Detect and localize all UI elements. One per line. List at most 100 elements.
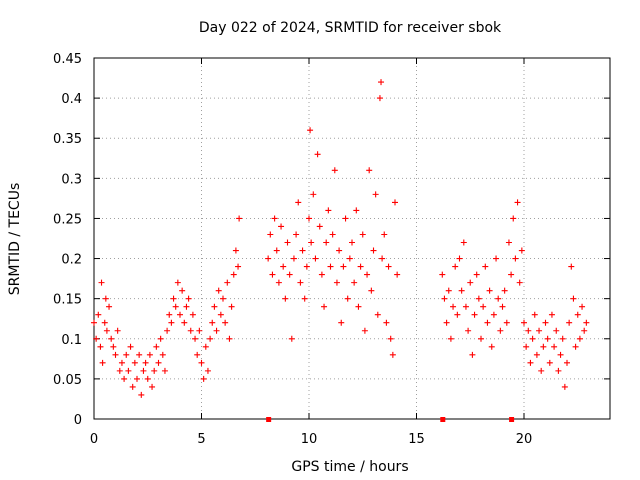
- data-point: [349, 239, 355, 246]
- data-point: [312, 255, 319, 262]
- data-point: [456, 255, 463, 262]
- data-point: [351, 279, 358, 286]
- data-point: [189, 311, 196, 318]
- data-point: [97, 343, 104, 350]
- data-point: [561, 383, 568, 390]
- data-point: [211, 303, 218, 310]
- data-point: [465, 327, 472, 334]
- data-point: [576, 335, 583, 342]
- data-point: [192, 335, 199, 342]
- y-tick-label: 0.15: [53, 293, 82, 308]
- data-point: [495, 295, 502, 302]
- x-tick-label: 10: [301, 432, 318, 447]
- data-point: [102, 295, 109, 302]
- y-tick-label: 0: [74, 413, 82, 428]
- data-point: [525, 327, 532, 334]
- data-point: [462, 303, 469, 310]
- data-point: [521, 319, 527, 326]
- data-point: [473, 271, 480, 278]
- data-point: [514, 199, 521, 206]
- data-point: [166, 311, 173, 318]
- data-point: [318, 271, 325, 278]
- data-point: [101, 319, 108, 326]
- data-point: [131, 359, 138, 366]
- data-point: [508, 271, 515, 278]
- data-point: [282, 295, 289, 302]
- data-point: [293, 231, 300, 238]
- tick-labels: 0 0.05 0.1 0.15 0.2 0.25 0.3 0.35 0.4 0.45 0 5 10 15 2…: [53, 52, 532, 447]
- data-point: [222, 319, 229, 326]
- x-tick-label: 20: [516, 432, 533, 447]
- data-point: [290, 255, 297, 262]
- data-point: [344, 295, 351, 302]
- data-point: [144, 375, 151, 382]
- data-point: [480, 303, 487, 310]
- data-point: [297, 279, 304, 286]
- data-point: [568, 263, 575, 270]
- data-point: [314, 151, 321, 158]
- x-tick-label: 15: [408, 432, 425, 447]
- data-point: [125, 367, 132, 374]
- y-tick-label: 0.45: [53, 52, 82, 67]
- data-point: [323, 239, 330, 246]
- data-point: [183, 303, 190, 310]
- data-point: [581, 327, 588, 334]
- data-point: [91, 319, 97, 326]
- data-point: [512, 255, 519, 262]
- data-point: [368, 287, 375, 294]
- data-point: [170, 295, 177, 302]
- data-point: [157, 335, 164, 342]
- data-point: [486, 287, 493, 294]
- data-point: [230, 271, 237, 278]
- data-point: [181, 319, 188, 326]
- data-point: [484, 319, 491, 326]
- data-point: [553, 327, 560, 334]
- data-point: [361, 327, 368, 334]
- data-point: [235, 263, 242, 270]
- y-tick-label: 0.3: [61, 172, 82, 187]
- data-point: [443, 319, 450, 326]
- data-point: [450, 303, 457, 310]
- data-point: [204, 367, 211, 374]
- data-point: [295, 199, 302, 206]
- gap-marker: [266, 417, 272, 422]
- chart-title: Day 022 of 2024, SRMTID for receiver sbo…: [199, 20, 502, 36]
- data-point: [329, 231, 336, 238]
- data-point: [355, 303, 362, 310]
- data-point: [452, 263, 459, 270]
- data-point: [316, 223, 323, 230]
- y-tick-label: 0.05: [53, 373, 82, 388]
- data-point: [374, 311, 381, 318]
- data-point: [383, 319, 390, 326]
- data-point: [123, 351, 130, 358]
- data-point: [127, 343, 134, 350]
- data-point: [389, 351, 396, 358]
- grid-layer: [94, 58, 610, 419]
- data-point: [441, 295, 448, 302]
- data-point: [551, 343, 558, 350]
- y-tick-label: 0.1: [61, 333, 82, 348]
- data-point: [164, 327, 171, 334]
- data-point: [340, 263, 347, 270]
- data-point: [308, 239, 315, 246]
- data-point: [536, 327, 543, 334]
- data-point: [366, 167, 373, 174]
- data-point: [467, 279, 474, 286]
- data-point: [103, 327, 110, 334]
- data-point: [518, 247, 525, 254]
- data-point: [572, 343, 579, 350]
- data-point: [142, 359, 149, 366]
- data-point: [574, 311, 581, 318]
- data-point: [527, 359, 534, 366]
- data-point: [116, 367, 123, 374]
- data-point: [557, 351, 564, 358]
- data-point: [207, 335, 214, 342]
- data-point: [325, 207, 332, 214]
- data-point: [359, 231, 366, 238]
- data-point: [114, 327, 121, 334]
- data-point: [488, 343, 495, 350]
- data-point: [471, 311, 478, 318]
- data-point: [570, 295, 577, 302]
- data-point: [273, 247, 280, 254]
- data-point: [370, 247, 377, 254]
